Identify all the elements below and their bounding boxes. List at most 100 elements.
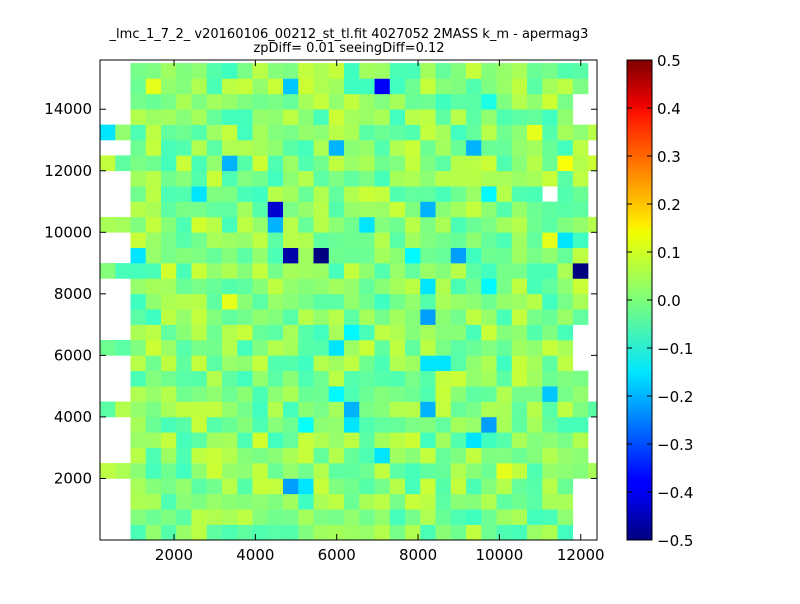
heatmap-cell	[359, 263, 375, 279]
heatmap-cell	[542, 478, 558, 495]
heatmap-cell	[161, 263, 177, 279]
heatmap-cell	[298, 509, 314, 525]
heatmap-cell	[389, 216, 406, 233]
heatmap-cell	[206, 340, 223, 356]
heatmap-cell	[145, 309, 162, 325]
heatmap-cell	[267, 140, 284, 156]
heatmap-cell	[405, 370, 421, 387]
heatmap-cell	[344, 93, 360, 110]
heatmap-cell	[176, 401, 192, 418]
heatmap-cell	[100, 263, 116, 279]
heatmap-cell	[466, 524, 482, 541]
heatmap-cell	[328, 386, 345, 402]
heatmap-cell	[222, 401, 238, 418]
heatmap-cell	[222, 309, 238, 325]
heatmap-cell	[374, 401, 391, 418]
heatmap-cell	[496, 478, 513, 495]
heatmap-cell	[222, 370, 238, 387]
heatmap-cell	[252, 263, 269, 279]
heatmap-cell	[145, 447, 162, 464]
heatmap-cell	[267, 201, 284, 218]
heatmap-cell	[359, 355, 375, 372]
heatmap-cell	[344, 63, 360, 79]
heatmap-cell	[252, 355, 269, 372]
heatmap-cell	[161, 524, 177, 541]
y-tick-label: 10000	[44, 223, 92, 241]
heatmap-cell	[252, 78, 269, 95]
heatmap-cell	[328, 447, 345, 464]
heatmap-cell	[481, 278, 497, 295]
heatmap-cell	[222, 263, 238, 279]
heatmap-cell	[222, 340, 238, 356]
heatmap-cell	[389, 140, 406, 156]
heatmap-cell	[161, 447, 177, 464]
heatmap-cell	[557, 201, 574, 218]
heatmap-cell	[359, 93, 375, 110]
heatmap-cell	[527, 355, 543, 372]
heatmap-cell	[557, 324, 574, 341]
heatmap-cell	[572, 124, 589, 141]
heatmap-cell	[267, 340, 284, 356]
heatmap-cell	[527, 293, 543, 310]
heatmap-cell	[374, 140, 391, 156]
heatmap-cell	[237, 216, 253, 233]
heatmap-cell	[283, 324, 299, 341]
heatmap-cell	[191, 478, 208, 495]
heatmap-cell	[206, 463, 223, 479]
heatmap-cell	[496, 386, 513, 402]
heatmap-cell	[374, 340, 391, 356]
heatmap-cell	[572, 278, 589, 295]
heatmap-cell	[450, 463, 467, 479]
heatmap-cell	[191, 401, 208, 418]
heatmap-cell	[374, 493, 391, 510]
heatmap-cell	[420, 309, 436, 325]
heatmap-cell	[374, 216, 391, 233]
heatmap-cell	[313, 524, 330, 541]
heatmap-cell	[344, 386, 360, 402]
heatmap-cell	[420, 155, 436, 172]
heatmap-cell	[283, 478, 299, 495]
heatmap-cell	[481, 140, 497, 156]
heatmap-cell	[405, 216, 421, 233]
heatmap-cell	[252, 324, 269, 341]
heatmap-cell	[435, 493, 452, 510]
heatmap-cell	[130, 263, 147, 279]
axes: 2000 4000 6000 8000 10000 12000 2000 4000 6000 80…	[44, 60, 605, 564]
heatmap-cell	[435, 109, 452, 125]
heatmap-cell	[542, 63, 558, 79]
heatmap-cell	[176, 201, 192, 218]
heatmap-cell	[466, 216, 482, 233]
heatmap-cell	[267, 232, 284, 248]
heatmap-cell	[328, 232, 345, 248]
heatmap-cell	[206, 493, 223, 510]
heatmap-cell	[267, 263, 284, 279]
heatmap-cell	[511, 155, 528, 172]
heatmap-cell	[359, 340, 375, 356]
heatmap-cell	[359, 293, 375, 310]
heatmap-cell	[344, 155, 360, 172]
heatmap-cell	[176, 493, 192, 510]
heatmap-cell	[481, 493, 497, 510]
heatmap-cell	[572, 155, 589, 172]
heatmap-cell	[496, 324, 513, 341]
heatmap-cell	[572, 78, 589, 95]
colorbar-tick-label: −0.5	[657, 532, 693, 550]
heatmap-cell	[450, 63, 467, 79]
heatmap-cell	[389, 109, 406, 125]
heatmap-cell	[252, 124, 269, 141]
heatmap-cell	[527, 340, 543, 356]
heatmap-cell	[222, 463, 238, 479]
heatmap-cell	[466, 93, 482, 110]
heatmap-cell	[511, 247, 528, 264]
heatmap-cell	[466, 278, 482, 295]
heatmap-cell	[511, 386, 528, 402]
heatmap-cell	[344, 478, 360, 495]
heatmap-cell	[359, 324, 375, 341]
heatmap-cell	[298, 63, 314, 79]
heatmap-cell	[313, 170, 330, 187]
heatmap-cell	[222, 416, 238, 433]
heatmap-cell	[527, 63, 543, 79]
heatmap-cell	[237, 447, 253, 464]
heatmap-cell	[557, 309, 574, 325]
heatmap-cell	[435, 93, 452, 110]
